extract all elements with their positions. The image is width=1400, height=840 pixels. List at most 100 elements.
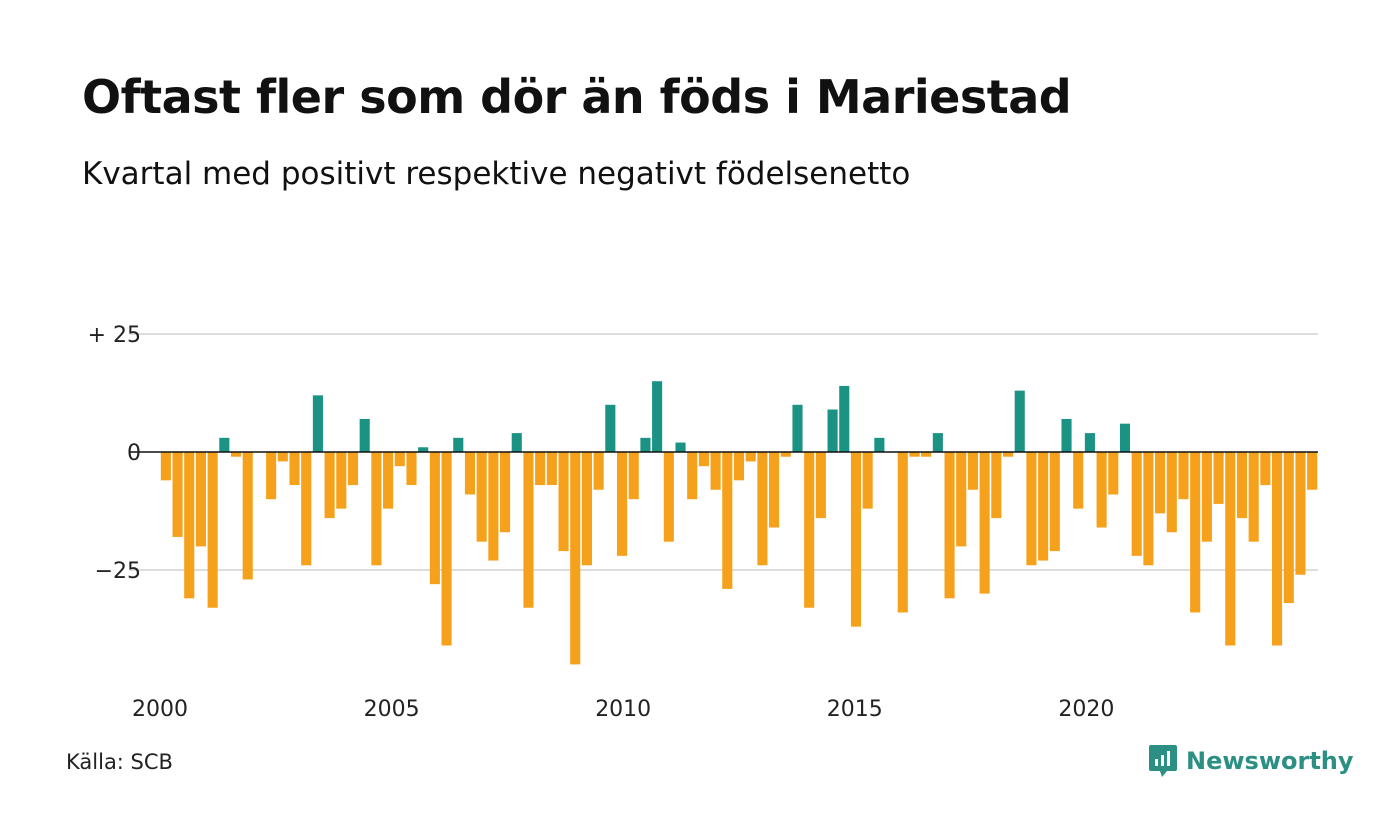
bar-11 (289, 452, 300, 486)
bar-76 (1049, 452, 1060, 552)
bar-23 (429, 452, 440, 585)
bar-49 (733, 452, 745, 481)
bar-39 (616, 452, 628, 556)
bar-40 (628, 452, 639, 500)
bar-36 (581, 452, 592, 566)
bar-84 (1143, 452, 1154, 566)
brand-logo: Newsworthy (1148, 744, 1354, 778)
bar-51 (757, 452, 768, 566)
bar-77 (1061, 418, 1072, 452)
bar-15 (336, 452, 347, 509)
bar-0 (160, 452, 171, 481)
bar-5 (219, 437, 230, 452)
bar-24 (441, 452, 452, 646)
bar-57 (827, 409, 838, 452)
bar-98 (1307, 452, 1318, 490)
bar-13 (312, 395, 323, 452)
bar-37 (593, 452, 604, 490)
bar-44 (675, 442, 686, 452)
bar-93 (1248, 452, 1259, 542)
bar-96 (1283, 452, 1294, 604)
bar-78 (1073, 452, 1084, 509)
bar-53 (780, 452, 791, 457)
newsworthy-logo-icon (1149, 745, 1177, 777)
bar-12 (301, 452, 312, 566)
bar-29 (500, 452, 511, 533)
bar-18 (371, 452, 382, 566)
bar-47 (710, 452, 721, 490)
bar-68 (956, 452, 967, 547)
bar-33 (546, 452, 557, 486)
y-axis-ticks: + 25 0 −25 (88, 323, 141, 584)
bar-87 (1178, 452, 1189, 500)
x-tick-label-2: 2010 (595, 697, 651, 722)
x-tick-label-1: 2005 (364, 697, 420, 722)
chart-title: Oftast fler som dör än föds i Mariestad (82, 70, 1072, 124)
bar-17 (359, 418, 370, 452)
bar-82 (1119, 423, 1131, 452)
bar-chart: + 25 0 −25 2000 2005 2010 2015 2020 (88, 323, 1318, 722)
bar-4 (207, 452, 218, 608)
bar-86 (1166, 452, 1177, 533)
bar-3 (195, 452, 206, 547)
x-tick-label-3: 2015 (827, 697, 883, 722)
bar-60 (862, 452, 873, 509)
bar-83 (1131, 452, 1142, 556)
bar-20 (394, 452, 405, 467)
bar-97 (1295, 452, 1306, 575)
bar-92 (1236, 452, 1248, 519)
bar-65 (921, 452, 932, 457)
bar-73 (1014, 390, 1025, 452)
bar-88 (1190, 452, 1201, 613)
bar-66 (932, 433, 943, 452)
source-note: Källa: SCB (66, 750, 173, 774)
bar-43 (663, 452, 674, 542)
y-tick-label-0: + 25 (88, 323, 141, 348)
y-tick-label-2: −25 (95, 559, 141, 584)
bar-16 (347, 452, 359, 486)
bar-10 (277, 452, 288, 462)
x-tick-label-0: 2000 (132, 697, 188, 722)
bar-81 (1108, 452, 1119, 495)
bar-46 (698, 452, 709, 467)
brand-name: Newsworthy (1186, 747, 1354, 775)
bars (160, 381, 1318, 665)
x-axis-ticks: 2000 2005 2010 2015 2020 (132, 697, 1114, 722)
bar-75 (1038, 452, 1049, 561)
bar-85 (1155, 452, 1166, 514)
bar-26 (464, 452, 476, 495)
bar-56 (815, 452, 826, 519)
bar-27 (476, 452, 487, 542)
bar-34 (558, 452, 569, 552)
bar-19 (383, 452, 394, 509)
bar-95 (1272, 452, 1283, 646)
bar-58 (839, 385, 850, 452)
bar-55 (804, 452, 815, 608)
bar-38 (605, 404, 616, 452)
bar-74 (1026, 452, 1037, 566)
bar-28 (488, 452, 499, 561)
bar-42 (652, 381, 663, 452)
bar-61 (874, 437, 885, 452)
bar-6 (230, 452, 242, 457)
bar-63 (897, 452, 908, 613)
bar-70 (979, 452, 990, 594)
bar-2 (184, 452, 195, 599)
bar-72 (1002, 452, 1014, 457)
bar-89 (1201, 452, 1212, 542)
bar-79 (1084, 433, 1095, 452)
bar-14 (324, 452, 335, 519)
bar-31 (523, 452, 534, 608)
chart-subtitle: Kvartal med positivt respektive negativt… (82, 156, 911, 192)
bar-52 (769, 452, 780, 528)
bar-80 (1096, 452, 1107, 528)
bar-9 (266, 452, 277, 500)
bar-71 (991, 452, 1002, 519)
bar-90 (1213, 452, 1224, 504)
bar-67 (944, 452, 955, 599)
bar-50 (745, 452, 756, 462)
bar-59 (850, 452, 862, 627)
y-tick-label-1: 0 (127, 441, 141, 466)
bar-41 (640, 437, 651, 452)
x-tick-label-4: 2020 (1058, 697, 1114, 722)
